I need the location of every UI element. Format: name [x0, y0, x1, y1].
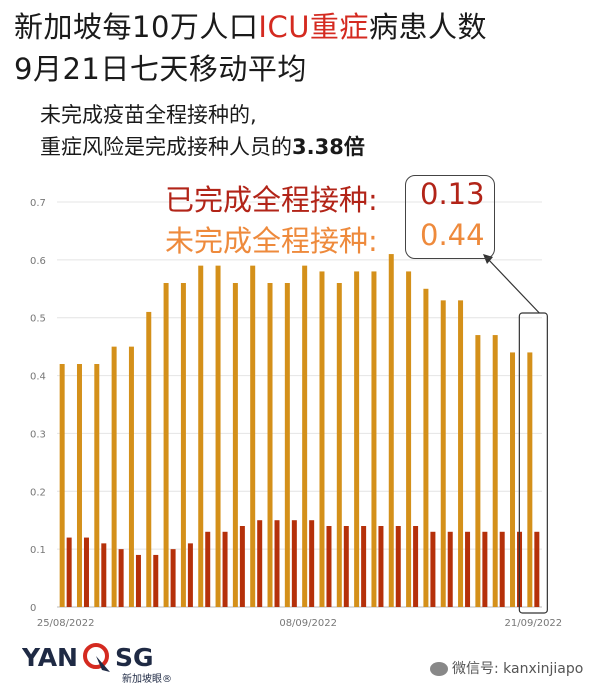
x-tick-label: 21/09/2022 — [505, 618, 563, 629]
chart-title-line-2: 9月21日七天移动平均 — [14, 52, 307, 86]
title-highlight: ICU重症 — [258, 10, 369, 44]
logo-text-left: YAN — [22, 643, 78, 672]
bar-vaccinated — [170, 549, 176, 607]
logo-subtext: 新加坡眼® — [122, 672, 172, 685]
subtitle-line-2: 重症风险是完成接种人员的3.38倍 — [40, 131, 365, 161]
bar-unvaccinated — [267, 283, 273, 607]
bar-vaccinated — [274, 520, 280, 607]
yan-sg-logo: YAN SG 新加坡眼® — [22, 643, 172, 685]
subtitle-ratio: 3.38倍 — [292, 135, 365, 159]
bar-unvaccinated — [423, 288, 429, 607]
bar-vaccinated — [534, 531, 540, 607]
bar-unvaccinated — [250, 265, 256, 607]
bar-vaccinated — [66, 537, 72, 607]
bar-unvaccinated — [59, 364, 65, 607]
bar-unvaccinated — [146, 311, 152, 607]
title-part-1: 新加坡每10万人口 — [14, 10, 259, 44]
bar-unvaccinated — [180, 283, 186, 607]
bar-vaccinated — [291, 520, 297, 607]
bar-unvaccinated — [440, 300, 446, 607]
bar-unvaccinated — [198, 265, 204, 607]
y-tick-label: 0.6 — [30, 256, 46, 267]
bar-vaccinated — [205, 531, 211, 607]
y-tick-label: 0 — [30, 603, 36, 614]
x-tick-label: 25/08/2022 — [37, 618, 95, 629]
y-tick-label: 0.3 — [30, 429, 46, 440]
bar-unvaccinated — [163, 283, 169, 607]
bar-unvaccinated — [302, 265, 308, 607]
bar-vaccinated — [343, 526, 349, 607]
bar-unvaccinated — [510, 352, 516, 607]
y-tick-label: 0.1 — [30, 545, 46, 556]
bar-unvaccinated — [527, 352, 533, 607]
subtitle-line-1: 未完成疫苗全程接种的, — [40, 103, 257, 127]
wechat-icon — [430, 662, 448, 676]
bar-unvaccinated — [232, 283, 238, 607]
y-axis: 0 0.1 0.2 0.3 0.4 0.5 0.6 0.7 — [30, 198, 46, 614]
logo-text-right: SG — [115, 643, 154, 672]
bar-vaccinated — [430, 531, 436, 607]
bar-unvaccinated — [215, 265, 221, 607]
bar-unvaccinated — [284, 283, 290, 607]
bar-vaccinated — [153, 554, 159, 607]
bar-vaccinated — [187, 543, 193, 607]
bar-unvaccinated — [76, 364, 82, 607]
bar-vaccinated — [361, 526, 367, 607]
bar-vaccinated — [118, 549, 124, 607]
last-day-highlight-box — [518, 312, 548, 614]
bar-unvaccinated — [111, 346, 117, 607]
bar-vaccinated — [395, 526, 401, 607]
bars — [59, 254, 540, 608]
annotation-arrow-line — [486, 257, 540, 314]
bar-unvaccinated — [128, 346, 134, 607]
bar-unvaccinated — [354, 271, 360, 607]
bar-unvaccinated — [475, 335, 481, 607]
y-tick-label: 0.5 — [30, 314, 46, 325]
logo-ring-icon — [83, 643, 109, 669]
y-tick-label: 0.4 — [30, 372, 46, 383]
title-part-3: 病患人数 — [368, 10, 487, 44]
bar-vaccinated — [257, 520, 263, 607]
bar-vaccinated — [239, 526, 245, 607]
bar-vaccinated — [482, 531, 488, 607]
legend-vaccinated-value: 0.13 — [420, 177, 485, 211]
legend-unvaccinated-value: 0.44 — [420, 218, 485, 252]
wechat-id: 微信号: kanxinjiapo — [452, 661, 584, 677]
bar-unvaccinated — [458, 300, 464, 607]
x-tick-label: 08/09/2022 — [279, 618, 337, 629]
bar-unvaccinated — [388, 254, 394, 608]
bar-vaccinated — [465, 531, 471, 607]
bar-unvaccinated — [336, 283, 342, 607]
legend-value-box — [405, 175, 495, 259]
bar-vaccinated — [101, 543, 107, 607]
bar-vaccinated — [222, 531, 228, 607]
bar-unvaccinated — [406, 271, 412, 607]
bar-vaccinated — [378, 526, 384, 607]
bar-vaccinated — [309, 520, 315, 607]
bar-unvaccinated — [371, 271, 377, 607]
bar-vaccinated — [83, 537, 89, 607]
bar-vaccinated — [135, 554, 141, 607]
bar-unvaccinated — [319, 271, 325, 607]
chart-title: 新加坡每10万人口ICU重症病患人数 — [14, 4, 487, 46]
subtitle-prefix: 重症风险是完成接种人员的 — [40, 135, 292, 159]
bar-unvaccinated — [94, 364, 100, 607]
logo-lion-icon — [96, 656, 110, 672]
y-tick-label: 0.7 — [30, 198, 46, 209]
wechat-watermark: 微信号: kanxinjiapo — [430, 658, 583, 678]
bar-vaccinated — [447, 531, 453, 607]
bar-vaccinated — [413, 526, 419, 607]
x-axis: 25/08/2022 08/09/2022 21/09/2022 — [37, 618, 562, 629]
y-tick-label: 0.2 — [30, 487, 46, 498]
bar-unvaccinated — [492, 335, 498, 607]
bar-vaccinated — [499, 531, 505, 607]
bar-vaccinated — [326, 526, 332, 607]
legend-unvaccinated-label: 未完成全程接种: — [165, 224, 378, 258]
legend-vaccinated-label: 已完成全程接种: — [165, 183, 378, 217]
